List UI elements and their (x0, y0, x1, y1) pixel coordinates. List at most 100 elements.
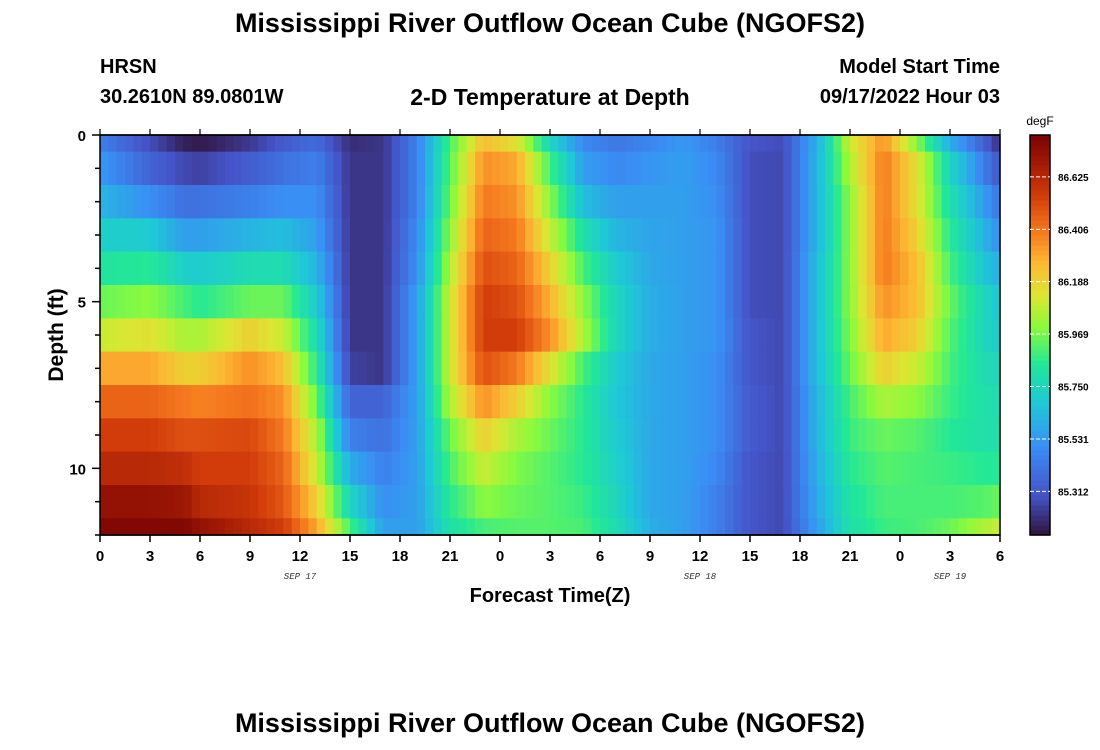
heatmap-cell (725, 418, 734, 453)
heatmap-cell (191, 385, 201, 419)
heatmap-cell (333, 151, 343, 186)
heatmap-cell (850, 485, 859, 519)
heatmap-cell (100, 518, 109, 536)
heatmap-cell (666, 418, 676, 453)
heatmap-cell (125, 351, 134, 386)
heatmap-cell (500, 151, 509, 186)
heatmap-cell (658, 285, 668, 319)
heatmap-cell (166, 485, 176, 519)
heatmap-cell (491, 451, 501, 486)
heatmap-cell (816, 451, 826, 486)
heatmap-cell (641, 385, 651, 419)
heatmap-cell (241, 385, 251, 419)
heatmap-cell (566, 285, 576, 319)
heatmap-cell (258, 518, 268, 536)
heatmap-cell (575, 218, 584, 253)
heatmap-cell (350, 285, 359, 319)
heatmap-cell (550, 385, 559, 419)
heatmap-cell (325, 385, 334, 419)
heatmap-cell (100, 351, 109, 386)
heatmap-cell (616, 151, 626, 186)
heatmap-cell (891, 151, 901, 186)
heatmap-cell (700, 385, 709, 419)
heatmap-cell (158, 185, 168, 219)
heatmap-cell (566, 135, 576, 153)
heatmap-cell (675, 451, 684, 486)
heatmap-cell (633, 418, 643, 453)
heatmap-cell (950, 418, 959, 453)
heatmap-cell (133, 418, 143, 453)
heatmap-cell (541, 285, 551, 319)
heatmap-cell (908, 185, 918, 219)
heatmap-cell (341, 185, 351, 219)
heatmap-cell (841, 451, 851, 486)
heatmap-cell (450, 318, 459, 353)
heatmap-cell (366, 351, 376, 386)
heatmap-cell (533, 485, 543, 519)
heatmap-cell (500, 318, 509, 353)
heatmap-cell (558, 451, 568, 486)
heatmap-cell (283, 218, 293, 253)
heatmap-cell (408, 385, 418, 419)
heatmap-cell (175, 418, 184, 453)
colorbar-segment (1030, 230, 1050, 236)
heatmap-cell (433, 518, 443, 536)
heatmap-cell (116, 485, 126, 519)
heatmap-cell (600, 385, 609, 419)
heatmap-cell (525, 485, 534, 519)
heatmap-cell (766, 251, 776, 286)
heatmap-cell (141, 418, 151, 453)
heatmap-cell (966, 418, 976, 453)
heatmap-cell (508, 485, 518, 519)
colorbar-segment (1030, 260, 1050, 266)
heatmap-cell (341, 251, 351, 286)
heatmap-cell (141, 385, 151, 419)
heatmap-cell (183, 351, 193, 386)
heatmap-cell (158, 451, 168, 486)
heatmap-cell (441, 251, 451, 286)
heatmap-cell (983, 418, 993, 453)
heatmap-cell (325, 285, 334, 319)
heatmap-cell (866, 318, 876, 353)
heatmap-cell (608, 151, 618, 186)
heatmap-cell (391, 218, 401, 253)
heatmap-cell (250, 218, 259, 253)
heatmap-cell (458, 485, 468, 519)
heatmap-cell (400, 185, 409, 219)
heatmap-cell (216, 151, 226, 186)
heatmap-cell (350, 351, 359, 386)
heatmap-cell (558, 518, 568, 536)
heatmap-cell (458, 151, 468, 186)
colorbar-segment (1030, 305, 1050, 311)
x-tick-label: 21 (442, 548, 459, 565)
heatmap-cell (225, 518, 234, 536)
heatmap-cell (225, 218, 234, 253)
heatmap-cell (525, 151, 534, 186)
heatmap-cell (758, 218, 768, 253)
heatmap-cell (750, 135, 759, 153)
heatmap-cell (908, 485, 918, 519)
heatmap-cell (575, 251, 584, 286)
heatmap-cell (275, 285, 284, 319)
heatmap-cell (491, 485, 501, 519)
heatmap-cell (266, 451, 276, 486)
heatmap-cell (991, 351, 1001, 386)
heatmap-cell (666, 151, 676, 186)
heatmap-cell (966, 318, 976, 353)
heatmap-cell (275, 135, 284, 153)
heatmap-cell (608, 135, 618, 153)
heatmap-cell (250, 318, 259, 353)
heatmap-cell (516, 285, 526, 319)
heatmap-cell (333, 518, 343, 536)
heatmap-cell (325, 451, 334, 486)
heatmap-cell (608, 318, 618, 353)
heatmap-cell (533, 251, 543, 286)
heatmap-cell (383, 385, 393, 419)
heatmap-cell (716, 218, 726, 253)
heatmap-cell (100, 251, 109, 286)
heatmap-cell (250, 451, 259, 486)
heatmap-cell (625, 185, 634, 219)
heatmap-cell (650, 285, 659, 319)
heatmap-cell (683, 251, 693, 286)
heatmap-cell (791, 135, 801, 153)
